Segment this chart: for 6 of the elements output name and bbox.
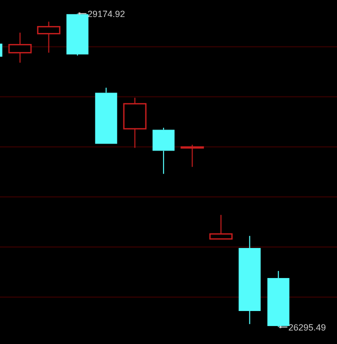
candlestick	[152, 127, 175, 174]
candlestick	[37, 21, 60, 54]
annotation: 29174.92	[87, 9, 125, 20]
candlestick	[8, 32, 32, 64]
annotation: 26295.49	[288, 322, 326, 333]
candlestick	[238, 235, 261, 325]
